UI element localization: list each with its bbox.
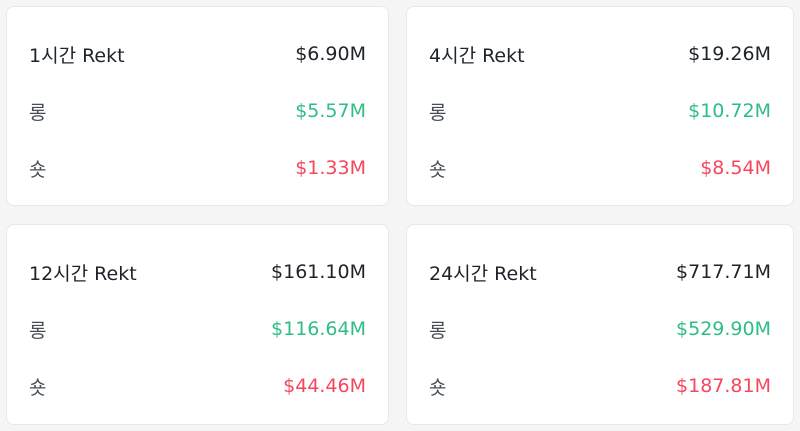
long-value: $10.72M: [688, 100, 771, 122]
rekt-card-24h: 24시간 Rekt $717.71M 롱 $529.90M 숏 $187.81M: [406, 224, 794, 425]
long-label: 롱: [429, 319, 447, 342]
short-row: 숏 $44.46M: [29, 371, 366, 401]
long-value: $116.64M: [271, 318, 366, 340]
short-row: 숏 $8.54M: [429, 153, 771, 183]
total-row: 1시간 Rekt $6.90M: [29, 39, 366, 69]
short-label: 숏: [29, 158, 47, 181]
short-row: 숏 $187.81M: [429, 371, 771, 401]
long-value: $529.90M: [676, 318, 771, 340]
short-value: $44.46M: [283, 375, 366, 397]
long-value: $5.57M: [295, 100, 366, 122]
short-value: $187.81M: [676, 375, 771, 397]
long-label: 롱: [29, 319, 47, 342]
rekt-card-12h: 12시간 Rekt $161.10M 롱 $116.64M 숏 $44.46M: [6, 224, 389, 425]
long-label: 롱: [429, 101, 447, 124]
card-title: 12시간 Rekt: [29, 262, 137, 285]
short-value: $8.54M: [700, 157, 771, 179]
card-title: 24시간 Rekt: [429, 262, 537, 285]
total-value: $19.26M: [688, 43, 771, 65]
short-label: 숏: [29, 376, 47, 399]
short-label: 숏: [429, 158, 447, 181]
long-row: 롱 $116.64M: [29, 314, 366, 344]
long-row: 롱 $529.90M: [429, 314, 771, 344]
long-label: 롱: [29, 101, 47, 124]
total-value: $717.71M: [676, 261, 771, 283]
short-row: 숏 $1.33M: [29, 153, 366, 183]
total-value: $161.10M: [271, 261, 366, 283]
card-title: 1시간 Rekt: [29, 44, 125, 67]
long-row: 롱 $5.57M: [29, 96, 366, 126]
rekt-card-4h: 4시간 Rekt $19.26M 롱 $10.72M 숏 $8.54M: [406, 6, 794, 206]
long-row: 롱 $10.72M: [429, 96, 771, 126]
short-value: $1.33M: [295, 157, 366, 179]
total-row: 24시간 Rekt $717.71M: [429, 257, 771, 287]
short-label: 숏: [429, 376, 447, 399]
total-row: 12시간 Rekt $161.10M: [29, 257, 366, 287]
total-row: 4시간 Rekt $19.26M: [429, 39, 771, 69]
rekt-card-1h: 1시간 Rekt $6.90M 롱 $5.57M 숏 $1.33M: [6, 6, 389, 206]
total-value: $6.90M: [295, 43, 366, 65]
card-title: 4시간 Rekt: [429, 44, 525, 67]
